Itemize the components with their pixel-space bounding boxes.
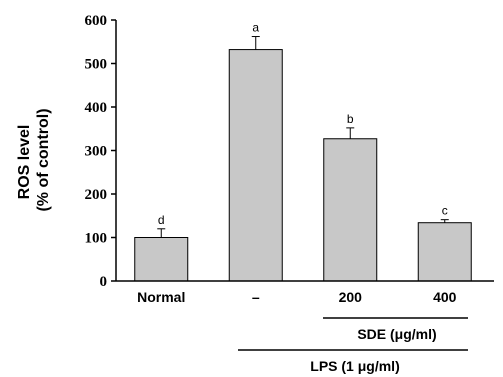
y-tick-label: 0 [100,274,108,290]
bar [134,237,189,282]
y-tick-label: 500 [85,57,108,73]
y-tick-label: 400 [85,100,108,116]
y-axis-title: ROS level (% of control) [16,108,52,211]
significance-letter: b [347,112,354,126]
bar [228,49,283,282]
significance-letter: c [442,204,448,218]
x-tick-label: – [252,289,260,305]
significance-letter: a [252,21,259,35]
x-tick-label: Normal [137,289,185,305]
significance-letter: d [158,213,165,227]
y-axis-ticks: 0 100 200 300 400 500 600 [85,13,116,290]
lps-group-label: LPS (1 μg/ml) [310,358,399,374]
y-axis-label-line-1: ROS level [16,125,33,200]
group-annotations: SDE (μg/ml) LPS (1 μg/ml) [238,317,468,374]
bar [323,138,378,282]
y-tick-label: 200 [85,187,108,203]
x-axis-ticks: Normal – 200 400 [137,289,457,305]
sde-group-label: SDE (μg/ml) [357,326,436,342]
y-axis-label-line-2: (% of control) [35,108,52,211]
y-tick-label: 300 [85,144,108,160]
bars: d a b c [134,21,472,282]
x-tick-label: 200 [339,289,363,305]
y-tick-label: 100 [85,231,108,247]
bar [417,222,472,282]
x-tick-label: 400 [433,289,457,305]
y-tick-label: 600 [85,13,108,29]
